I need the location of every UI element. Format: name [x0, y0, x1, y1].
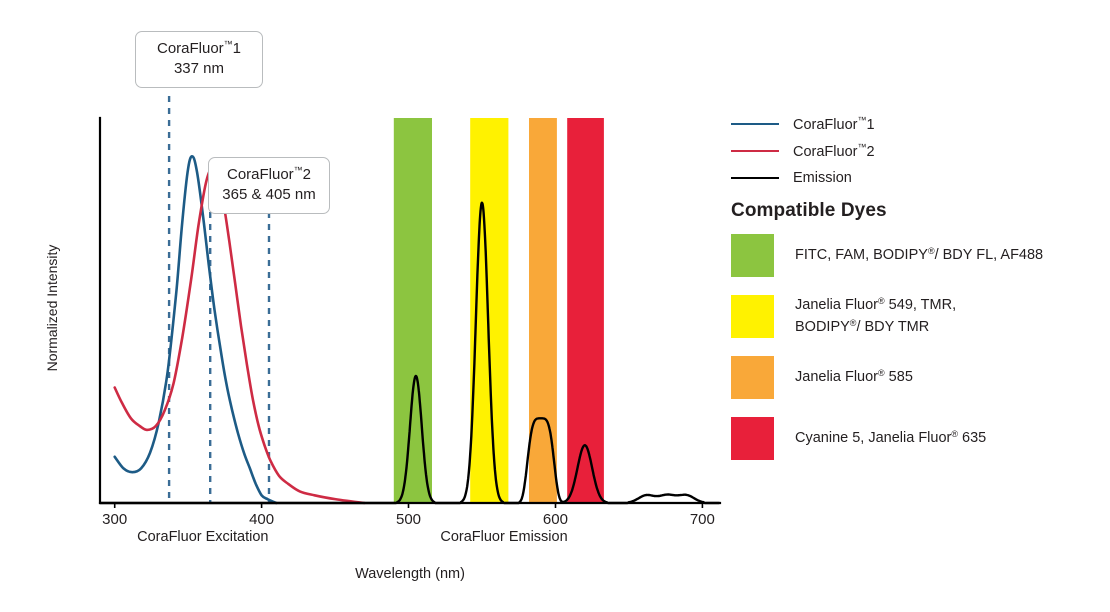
series-legend: CoraFluor™1 CoraFluor™2 Emission	[731, 110, 1091, 191]
dye-item-2: Janelia Fluor® 585	[731, 356, 1101, 399]
callout1-line1: CoraFluor	[156, 40, 224, 57]
plot-axes	[98, 116, 722, 508]
callout1-suffix: 1	[232, 40, 242, 57]
legend-line-swatch	[731, 149, 779, 152]
x-tick-label-700: 700	[689, 511, 715, 528]
registered-icon: ®	[878, 296, 885, 307]
registered-icon: ®	[878, 367, 885, 378]
dye-item-label: FITC, FAM, BODIPY®/ BDY FL, AF488	[795, 245, 1044, 263]
trademark-icon: ™	[857, 141, 867, 152]
callout-corafluor1: CoraFluor™1 337 nm	[135, 31, 263, 88]
x-tick-label-300: 300	[102, 511, 128, 528]
registered-icon: ®	[927, 245, 935, 256]
dye-color-swatch	[731, 234, 774, 277]
compatible-dyes-title: Compatible Dyes	[731, 200, 887, 221]
y-axis-label: Normalized Intensity	[44, 244, 60, 372]
registered-icon: ®	[849, 317, 857, 328]
callout2-suffix: 2	[302, 166, 312, 183]
compatible-dyes-list: FITC, FAM, BODIPY®/ BDY FL, AF488 Janelia…	[731, 234, 1101, 478]
legend-item-label: CoraFluor™1	[793, 114, 875, 133]
trademark-icon: ™	[223, 39, 233, 49]
dye-item-label: Janelia Fluor® 585	[795, 367, 913, 385]
dye-item-3: Cyanine 5, Janelia Fluor® 635	[731, 417, 1101, 460]
legend-item-label: Emission	[793, 169, 852, 186]
x-axis-title: Wavelength (nm)	[355, 566, 465, 582]
callout-corafluor2: CoraFluor™2 365 & 405 nm	[208, 157, 330, 214]
legend-line-swatch	[731, 176, 779, 179]
emission-range-label: CoraFluor Emission	[440, 529, 568, 545]
dye-color-swatch	[731, 356, 774, 399]
callout1-line2: 337 nm	[173, 59, 225, 77]
callout2-line2: 365 & 405 nm	[222, 185, 316, 203]
legend-item-2: Emission	[731, 164, 1091, 191]
callout2-line1: CoraFluor	[226, 166, 294, 183]
trademark-icon: ™	[293, 165, 303, 175]
legend-item-1: CoraFluor™2	[731, 137, 1091, 164]
excitation-range-label: CoraFluor Excitation	[137, 529, 269, 545]
legend-line-swatch	[731, 122, 779, 125]
registered-icon: ®	[951, 428, 959, 439]
trademark-icon: ™	[857, 114, 867, 125]
dye-band-3	[567, 118, 604, 503]
dye-item-label: Janelia Fluor® 549, TMR, BODIPY®/ BDY TMR	[795, 296, 957, 335]
legend-item-0: CoraFluor™1	[731, 110, 1091, 137]
dye-color-swatch	[731, 295, 774, 338]
curve-CoraFluor2	[113, 166, 366, 505]
x-tick-label-500: 500	[396, 511, 422, 528]
dye-color-swatch	[731, 417, 774, 460]
curve-CoraFluor1	[113, 155, 278, 505]
dye-item-label: Cyanine 5, Janelia Fluor® 635	[795, 428, 987, 446]
legend-item-label: CoraFluor™2	[793, 141, 875, 160]
x-tick-label-400: 400	[249, 511, 275, 528]
dye-item-1: Janelia Fluor® 549, TMR, BODIPY®/ BDY TMR	[731, 295, 1101, 338]
x-tick-label-600: 600	[542, 511, 568, 528]
dye-band-0	[393, 118, 432, 503]
compatible-dye-bands	[393, 118, 604, 503]
dye-item-0: FITC, FAM, BODIPY®/ BDY FL, AF488	[731, 234, 1101, 277]
